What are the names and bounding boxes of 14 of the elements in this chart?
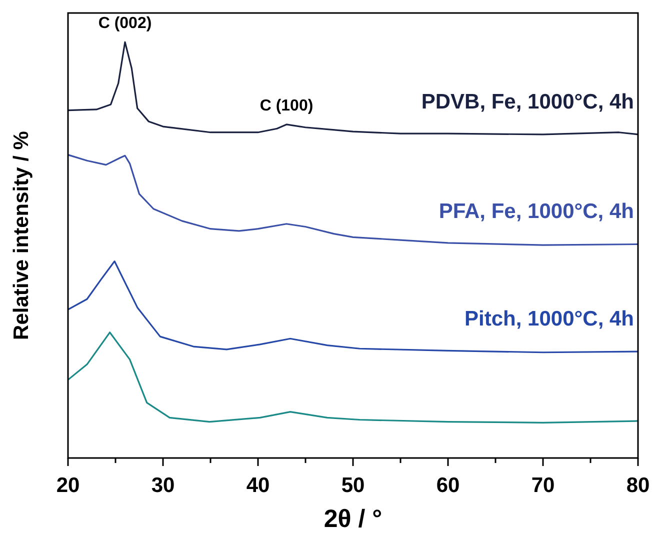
x-tick-label: 70 (531, 474, 555, 497)
y-axis-title: Relative intensity / % (10, 130, 33, 340)
series-label: PFA, Fe, 1000°C, 4h (438, 200, 634, 224)
series-label: Pitch, 1000°C, 4h (464, 308, 634, 331)
x-tick-label: 50 (341, 474, 365, 497)
x-tick-label: 80 (626, 474, 650, 497)
series-label: PDVB, Fe, 1000°C, 4h (421, 90, 634, 114)
x-tick-label: 60 (436, 474, 460, 497)
x-axis-title: 2θ / ° (324, 505, 382, 533)
x-tick-label: 30 (151, 474, 175, 497)
annotation: C (100) (260, 97, 314, 114)
annotation: C (002) (98, 15, 152, 32)
x-tick-label: 40 (246, 474, 270, 497)
x-tick-label: 20 (56, 474, 80, 497)
